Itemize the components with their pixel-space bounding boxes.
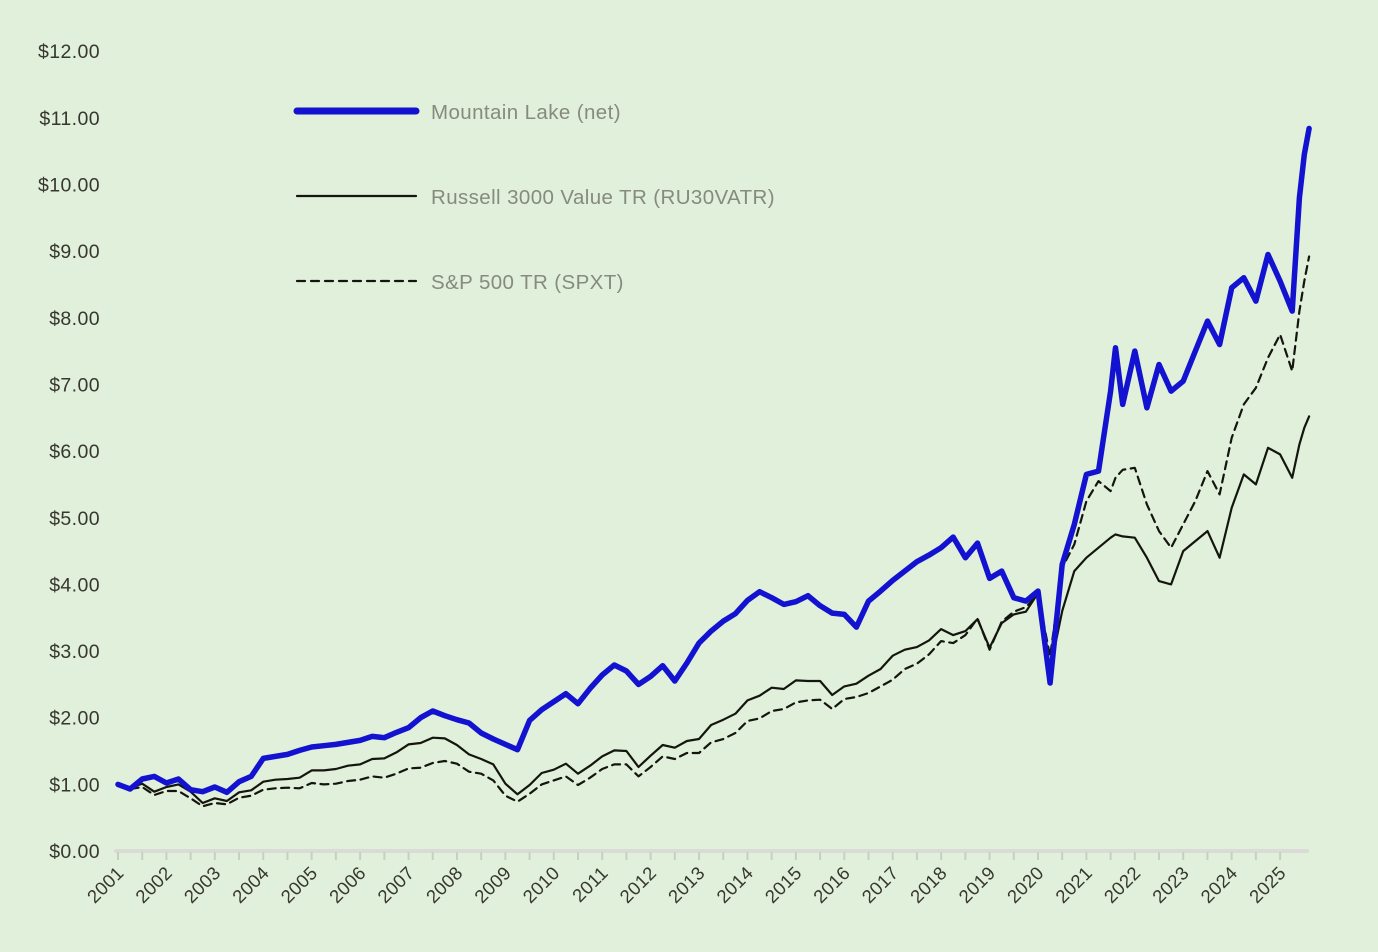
series-line-mountain-lake-net: [115, 125, 1312, 796]
x-tick-label: 2003: [180, 862, 225, 907]
legend-label-sp-500-tr: S&P 500 TR (SPXT): [431, 271, 624, 294]
y-tick-label: $1.00: [49, 774, 100, 796]
y-tick-label: $0.00: [49, 841, 100, 863]
x-tick-label: 2020: [1003, 862, 1048, 907]
legend-item-sp-500-tr: S&P 500 TR (SPXT): [295, 271, 624, 294]
legend-item-russell-3000-value: Russell 3000 Value TR (RU30VATR): [295, 186, 775, 209]
y-tick-label: $3.00: [49, 641, 100, 663]
x-tick-label: 2016: [809, 862, 854, 907]
x-tick-label: 2019: [954, 862, 999, 907]
x-tick-label: 2023: [1148, 862, 1193, 907]
x-tick-label: 2004: [228, 862, 273, 907]
legend: Mountain Lake (net) Russell 3000 Value T…: [293, 101, 775, 294]
x-tick-label: 2017: [857, 862, 902, 907]
series-line-sp-500-tr: [116, 255, 1311, 808]
x-tick-label: 2021: [1051, 862, 1096, 907]
x-tick-label: 2011: [568, 862, 612, 906]
x-tick-label: 2014: [712, 862, 757, 907]
x-tick-label: 2008: [422, 862, 467, 907]
x-tick-label: 2007: [373, 862, 418, 907]
legend-label-russell-3000-value: Russell 3000 Value TR (RU30VATR): [431, 186, 775, 209]
y-tick-label: $5.00: [49, 508, 100, 530]
legend-item-mountain-lake: Mountain Lake (net): [293, 101, 621, 124]
x-tick-label: 2009: [470, 862, 515, 907]
y-tick-label: $9.00: [49, 241, 100, 263]
x-tick-label: 2001: [83, 862, 128, 907]
x-tick-label: 2005: [276, 862, 321, 907]
x-tick-label: 2012: [615, 862, 660, 907]
x-tick-label: 2024: [1196, 862, 1241, 907]
series-line-russell-3000-value-tr: [116, 415, 1311, 805]
y-tick-label: $6.00: [49, 441, 100, 463]
x-tick-label: 2015: [761, 862, 806, 907]
y-tick-label: $7.00: [49, 374, 100, 396]
y-tick-label: $12.00: [38, 41, 100, 63]
y-tick-label: $2.00: [49, 708, 100, 730]
x-tick-label: 2025: [1245, 862, 1290, 907]
x-tick-label: 2006: [325, 862, 370, 907]
x-tick-label: 2013: [664, 862, 709, 907]
y-tick-label: $11.00: [39, 108, 100, 130]
y-tick-label: $10.00: [38, 175, 100, 197]
legend-label-mountain-lake: Mountain Lake (net): [431, 101, 621, 124]
x-tick-label: 2002: [131, 862, 176, 907]
axes-layer: 2001 2002 2003 2004 2005 2006 2007 2008 2009 2010…: [38, 41, 1309, 907]
x-tick-label: 2022: [1100, 862, 1145, 907]
series-layer: [115, 125, 1312, 808]
x-tick-label: 2010: [519, 862, 564, 907]
y-tick-label: $8.00: [49, 308, 100, 330]
y-tick-label: $4.00: [49, 574, 100, 596]
x-tick-label: 2018: [906, 862, 951, 907]
